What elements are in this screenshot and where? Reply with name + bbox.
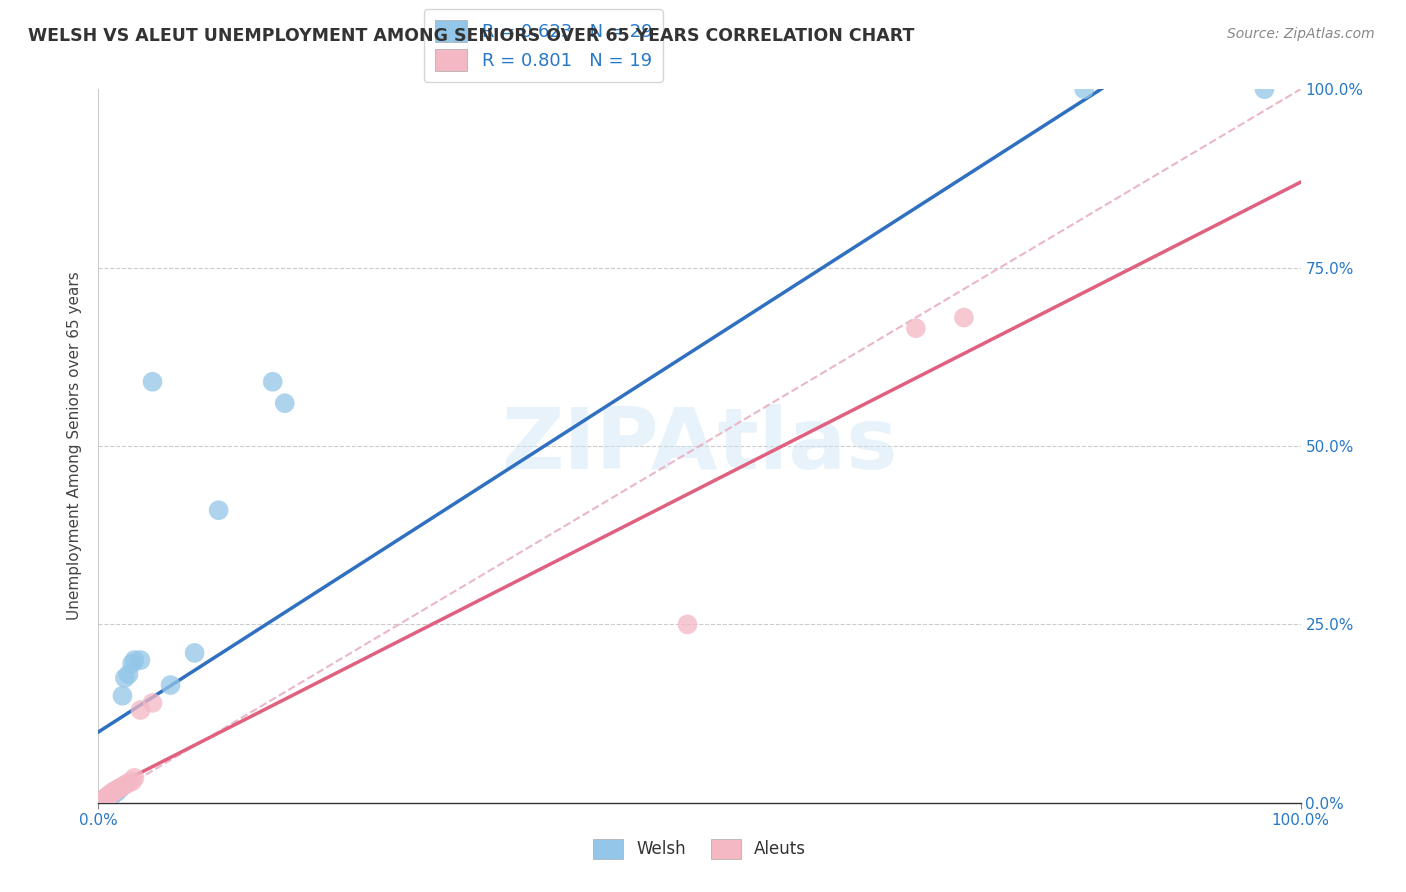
- Y-axis label: Unemployment Among Seniors over 65 years: Unemployment Among Seniors over 65 years: [66, 272, 82, 620]
- Text: ZIPAtlas: ZIPAtlas: [501, 404, 898, 488]
- Point: [124, 653, 146, 667]
- Point: [274, 396, 297, 410]
- Point: [98, 790, 121, 805]
- Point: [183, 646, 205, 660]
- Point: [129, 703, 152, 717]
- Point: [97, 790, 120, 805]
- Point: [91, 794, 114, 808]
- Point: [141, 375, 163, 389]
- Point: [100, 789, 122, 803]
- Point: [97, 789, 120, 803]
- Point: [93, 792, 115, 806]
- Point: [121, 657, 143, 671]
- Point: [676, 617, 699, 632]
- Point: [101, 785, 124, 799]
- Point: [96, 790, 118, 805]
- Point: [111, 689, 134, 703]
- Point: [107, 783, 129, 797]
- Point: [104, 784, 127, 798]
- Point: [94, 790, 117, 805]
- Point: [208, 503, 231, 517]
- Point: [91, 794, 114, 808]
- Point: [110, 780, 132, 794]
- Point: [108, 781, 131, 796]
- Point: [1073, 82, 1095, 96]
- Point: [114, 778, 136, 792]
- Point: [159, 678, 181, 692]
- Point: [117, 776, 139, 790]
- Point: [100, 789, 122, 804]
- Point: [105, 783, 128, 797]
- Point: [108, 781, 131, 796]
- Text: WELSH VS ALEUT UNEMPLOYMENT AMONG SENIORS OVER 65 YEARS CORRELATION CHART: WELSH VS ALEUT UNEMPLOYMENT AMONG SENIOR…: [28, 27, 914, 45]
- Point: [93, 792, 115, 806]
- Point: [1253, 82, 1275, 96]
- Text: Source: ZipAtlas.com: Source: ZipAtlas.com: [1227, 27, 1375, 41]
- Point: [94, 791, 117, 805]
- Point: [100, 787, 122, 801]
- Point: [117, 667, 139, 681]
- Point: [953, 310, 976, 325]
- Point: [141, 696, 163, 710]
- Point: [904, 321, 927, 335]
- Point: [129, 653, 152, 667]
- Point: [262, 375, 284, 389]
- Point: [124, 771, 146, 785]
- Point: [114, 671, 136, 685]
- Point: [121, 774, 143, 789]
- Point: [91, 793, 114, 807]
- Point: [105, 785, 128, 799]
- Legend: Welsh, Aleuts: Welsh, Aleuts: [586, 832, 813, 866]
- Point: [103, 786, 125, 800]
- Point: [100, 787, 122, 801]
- Point: [101, 787, 124, 801]
- Point: [103, 784, 125, 798]
